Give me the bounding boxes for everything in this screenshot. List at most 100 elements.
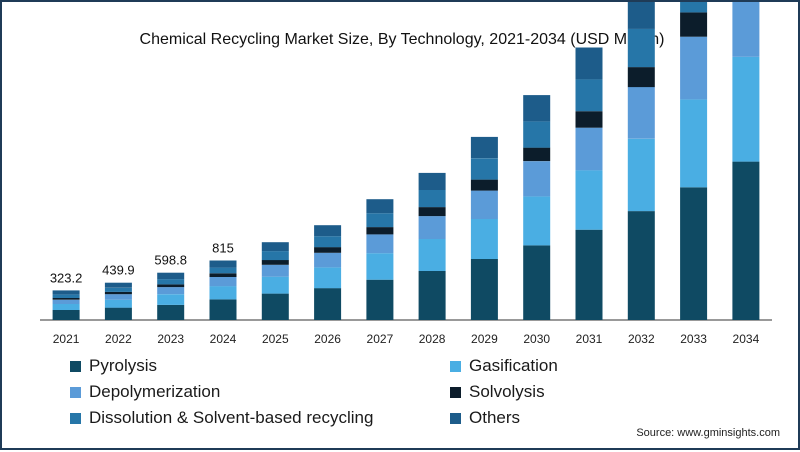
x-tick-labels: 2021 2022 2023 2024 2025 2026 2027 2028 2029 2030… <box>53 332 760 346</box>
bar-segment-depolymerization-2022 <box>104 294 132 300</box>
bar-segment-gasification-2032 <box>627 138 655 212</box>
bar-segment-depolymerization-2031 <box>575 127 603 171</box>
bar-segment-depolymerization-2028 <box>418 216 446 239</box>
x-tick-label-2023: 2023 <box>157 332 184 346</box>
legend-label-solvolysis: Solvolysis <box>469 382 545 401</box>
bar-segment-pyrolysis-2023 <box>157 304 185 320</box>
bar-segment-depolymerization-2032 <box>627 87 655 139</box>
x-tick-label-2022: 2022 <box>105 332 132 346</box>
legend-swatch-dissolution <box>70 412 81 424</box>
bar-segment-others-2021 <box>52 290 80 295</box>
bar-segment-others-2023 <box>157 272 185 280</box>
bar-segment-solvolysis-2031 <box>575 111 603 128</box>
bar-segment-pyrolysis-2029 <box>470 259 498 320</box>
legend-item-gasification: Gasification <box>450 356 558 376</box>
bar-segment-gasification-2029 <box>470 218 498 259</box>
bars-group <box>52 2 760 320</box>
bar-segment-dissolution-solvent-based-recycling-2021 <box>52 294 80 298</box>
bar-segment-pyrolysis-2022 <box>104 307 132 320</box>
bar-segment-others-2026 <box>314 225 342 237</box>
bar-segment-gasification-2028 <box>418 239 446 271</box>
legend-item-others: Others <box>450 408 520 428</box>
bar-segment-depolymerization-2025 <box>261 264 289 277</box>
bar-segment-others-2030 <box>523 95 551 122</box>
x-tick-label-2034: 2034 <box>733 332 760 346</box>
legend-item-depolymerization: Depolymerization <box>70 382 220 402</box>
bar-segment-gasification-2033 <box>680 99 708 188</box>
total-label-2023: 598.8 <box>154 253 187 268</box>
x-tick-label-2032: 2032 <box>628 332 655 346</box>
bar-segment-dissolution-solvent-based-recycling-2025 <box>261 251 289 261</box>
bar-segment-pyrolysis-2026 <box>314 288 342 320</box>
bar-segment-pyrolysis-2021 <box>52 309 80 320</box>
bar-segment-others-2031 <box>575 47 603 80</box>
bar-segment-pyrolysis-2024 <box>209 299 237 320</box>
bar-segment-depolymerization-2023 <box>157 287 185 295</box>
bar-segment-solvolysis-2022 <box>104 291 132 295</box>
bar-segment-gasification-2034 <box>732 56 760 162</box>
bar-segment-pyrolysis-2031 <box>575 229 603 320</box>
bar-segment-pyrolysis-2025 <box>261 293 289 320</box>
x-tick-label-2031: 2031 <box>576 332 603 346</box>
x-tick-label-2027: 2027 <box>367 332 394 346</box>
bar-segment-dissolution-solvent-based-recycling-2031 <box>575 79 603 112</box>
bar-segment-others-2025 <box>261 242 289 252</box>
bar-segment-dissolution-solvent-based-recycling-2030 <box>523 121 551 148</box>
bar-segment-gasification-2025 <box>261 276 289 294</box>
bar-segment-solvolysis-2024 <box>209 273 237 277</box>
bar-segment-others-2028 <box>418 172 446 190</box>
bar-segment-dissolution-solvent-based-recycling-2033 <box>680 2 708 13</box>
bar-segment-depolymerization-2021 <box>52 299 80 304</box>
x-tick-label-2028: 2028 <box>419 332 446 346</box>
x-tick-label-2029: 2029 <box>471 332 498 346</box>
bar-segment-dissolution-solvent-based-recycling-2026 <box>314 236 342 248</box>
bar-segment-pyrolysis-2033 <box>680 187 708 320</box>
bar-segment-depolymerization-2026 <box>314 252 342 268</box>
legend-label-gasification: Gasification <box>469 356 558 375</box>
bar-segment-solvolysis-2028 <box>418 207 446 217</box>
bar-segment-solvolysis-2025 <box>261 260 289 265</box>
legend-swatch-gasification <box>450 360 461 372</box>
bar-segment-others-2027 <box>366 199 394 214</box>
bar-segment-dissolution-solvent-based-recycling-2032 <box>627 28 655 68</box>
total-labels: 323.2 439.9 598.8 815 <box>50 241 234 286</box>
bar-segment-depolymerization-2030 <box>523 161 551 197</box>
bar-segment-gasification-2023 <box>157 294 185 305</box>
total-label-2022: 439.9 <box>102 263 135 278</box>
bar-segment-pyrolysis-2028 <box>418 271 446 320</box>
x-tick-label-2021: 2021 <box>53 332 80 346</box>
x-tick-label-2024: 2024 <box>210 332 237 346</box>
bar-segment-dissolution-solvent-based-recycling-2028 <box>418 190 446 208</box>
legend-label-depolymerization: Depolymerization <box>89 382 221 401</box>
bar-segment-pyrolysis-2027 <box>366 279 394 320</box>
bar-segment-depolymerization-2029 <box>470 190 498 219</box>
bar-segment-solvolysis-2032 <box>627 67 655 88</box>
bar-segment-gasification-2026 <box>314 267 342 289</box>
chart-title: Chemical Recycling Market Size, By Techn… <box>140 31 665 48</box>
bar-segment-solvolysis-2021 <box>52 297 80 300</box>
legend-swatch-others <box>450 412 461 424</box>
bar-segment-others-2029 <box>470 136 498 159</box>
bar-segment-solvolysis-2030 <box>523 147 551 162</box>
bar-segment-others-2022 <box>104 282 132 288</box>
bar-segment-others-2024 <box>209 260 237 268</box>
legend-swatch-pyrolysis <box>70 360 81 372</box>
legend-swatch-solvolysis <box>450 386 461 398</box>
bar-segment-depolymerization-2033 <box>680 36 708 100</box>
bar-segment-solvolysis-2033 <box>680 12 708 37</box>
bar-segment-pyrolysis-2034 <box>732 161 760 320</box>
bar-segment-solvolysis-2023 <box>157 284 185 288</box>
bar-segment-gasification-2030 <box>523 196 551 246</box>
bar-segment-dissolution-solvent-based-recycling-2027 <box>366 213 394 228</box>
total-label-2024: 815 <box>212 241 234 256</box>
bar-segment-depolymerization-2034 <box>732 2 760 57</box>
bar-segment-gasification-2022 <box>104 299 132 308</box>
legend-label-others: Others <box>469 408 521 427</box>
bar-segment-dissolution-solvent-based-recycling-2023 <box>157 279 185 285</box>
legend-label-dissolution: Dissolution & Solvent-based recycling <box>89 408 374 427</box>
source-note: Source: www.gminsights.com <box>636 427 780 439</box>
legend-item-pyrolysis: Pyrolysis <box>70 356 157 376</box>
bar-segment-solvolysis-2026 <box>314 247 342 253</box>
x-tick-label-2030: 2030 <box>523 332 550 346</box>
